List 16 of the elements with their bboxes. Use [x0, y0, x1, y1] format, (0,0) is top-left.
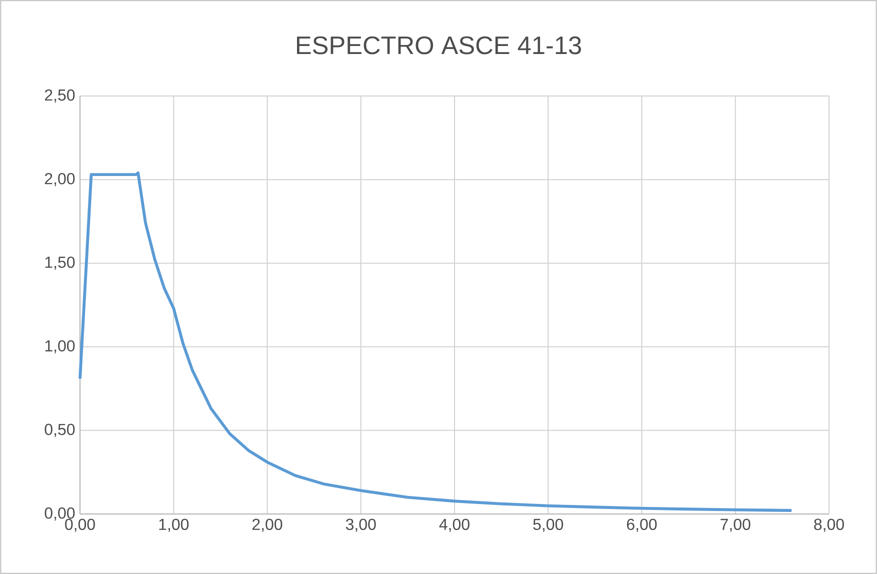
x-tick-label: 8,00: [814, 518, 844, 532]
x-tick-label: 4,00: [439, 518, 470, 532]
x-tick-label: 7,00: [720, 518, 750, 532]
y-tick-label: 0,00: [44, 507, 75, 521]
x-tick-label: 3,00: [346, 518, 376, 532]
y-tick-label: 2,50: [44, 89, 75, 103]
x-tick-label: 0,00: [65, 518, 95, 532]
x-tick-label: 5,00: [533, 518, 564, 532]
y-tick-label: 0,50: [44, 424, 75, 438]
chart-title: ESPECTRO ASCE 41-13: [297, 36, 581, 54]
y-tick-label: 1,50: [45, 256, 75, 270]
x-tick-label: 6,00: [627, 518, 657, 532]
y-tick-label: 2,00: [44, 172, 75, 186]
x-tick-label: 2,00: [252, 518, 282, 532]
x-tick-label: 1,00: [159, 518, 189, 532]
y-tick-label: 1,00: [45, 340, 75, 354]
